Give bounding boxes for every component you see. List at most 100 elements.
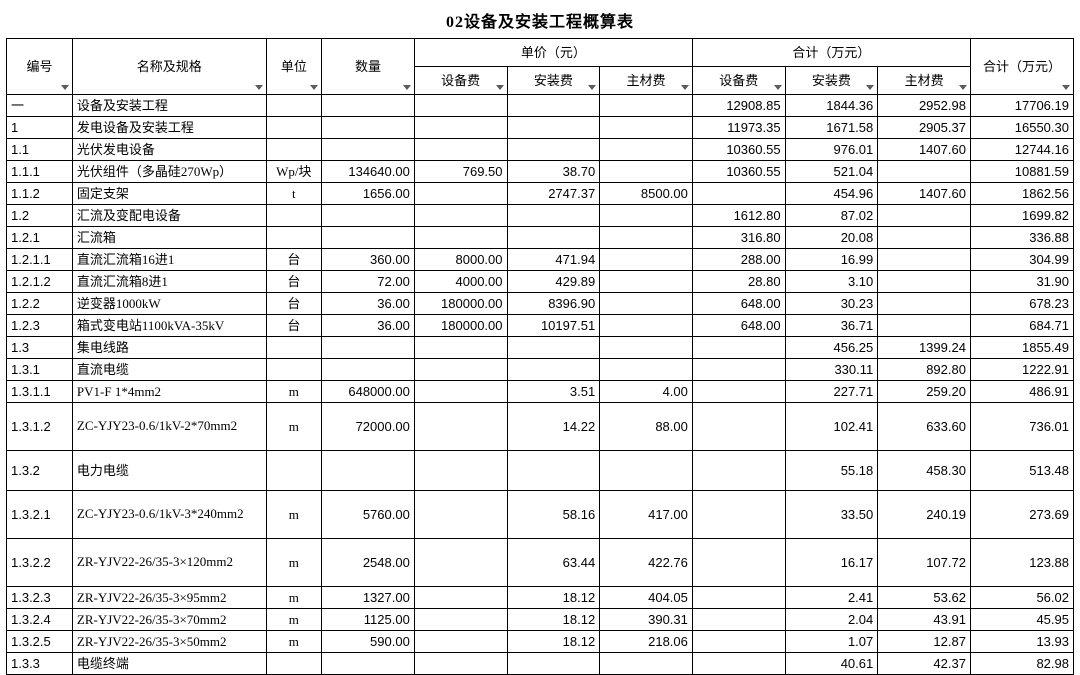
- col-unit[interactable]: 单位: [266, 39, 322, 95]
- col-code[interactable]: 编号: [7, 39, 73, 95]
- table-row: 1.3.2.2ZR-YJV22-26/35-3×120mm2m2548.0063…: [7, 539, 1074, 587]
- cell-up_install: [507, 117, 600, 139]
- cell-t_material: 1407.60: [878, 139, 971, 161]
- cell-up_equip: [414, 183, 507, 205]
- cell-up_material: 8500.00: [600, 183, 693, 205]
- cell-up_equip: 4000.00: [414, 271, 507, 293]
- cell-t_material: 240.19: [878, 491, 971, 539]
- cell-qty: 72000.00: [322, 403, 415, 451]
- cell-unit: m: [266, 491, 322, 539]
- cell-code: 1.3.2.5: [7, 631, 73, 653]
- cell-up_equip: 8000.00: [414, 249, 507, 271]
- cell-up_install: 18.12: [507, 631, 600, 653]
- cell-up_install: 38.70: [507, 161, 600, 183]
- cell-qty: 2548.00: [322, 539, 415, 587]
- table-row: 1.3.1直流电缆330.11892.801222.91: [7, 359, 1074, 381]
- col-up-install[interactable]: 安装费: [507, 67, 600, 95]
- cell-t_install: 40.61: [785, 653, 878, 675]
- cell-t_equip: 12908.85: [692, 95, 785, 117]
- cell-total: 486.91: [970, 381, 1073, 403]
- col-grand-label: 合计（万元）: [983, 59, 1061, 74]
- cell-total: 13.93: [970, 631, 1073, 653]
- dropdown-icon[interactable]: [958, 82, 968, 92]
- cell-up_material: 404.05: [600, 587, 693, 609]
- dropdown-icon[interactable]: [254, 82, 264, 92]
- cell-up_equip: [414, 403, 507, 451]
- cell-qty: 1656.00: [322, 183, 415, 205]
- cell-t_equip: [692, 631, 785, 653]
- col-t-equip[interactable]: 设备费: [692, 67, 785, 95]
- cell-unit: [266, 451, 322, 491]
- col-up-material[interactable]: 主材费: [600, 67, 693, 95]
- dropdown-icon[interactable]: [309, 82, 319, 92]
- cell-total: 1699.82: [970, 205, 1073, 227]
- cell-t_equip: 648.00: [692, 293, 785, 315]
- cell-t_material: 1407.60: [878, 183, 971, 205]
- cell-name: 光伏组件（多晶硅270Wp）: [72, 161, 266, 183]
- dropdown-icon[interactable]: [60, 82, 70, 92]
- cell-name: 光伏发电设备: [72, 139, 266, 161]
- cell-t_equip: 10360.55: [692, 161, 785, 183]
- dropdown-icon[interactable]: [1061, 82, 1071, 92]
- cell-qty: 360.00: [322, 249, 415, 271]
- page: 02设备及安装工程概算表 编号 名称及规格 单位 数量 单价（元） 合计（万元）…: [0, 0, 1080, 675]
- cell-t_install: 20.08: [785, 227, 878, 249]
- cell-up_equip: [414, 587, 507, 609]
- cell-t_equip: [692, 539, 785, 587]
- cell-up_install: 471.94: [507, 249, 600, 271]
- cell-code: 1.3.1.1: [7, 381, 73, 403]
- cell-up_equip: [414, 631, 507, 653]
- cell-name: 汇流及变配电设备: [72, 205, 266, 227]
- cell-up_equip: 180000.00: [414, 315, 507, 337]
- cell-unit: [266, 205, 322, 227]
- cell-up_material: [600, 315, 693, 337]
- cell-up_install: [507, 205, 600, 227]
- table-row: 1.3.1.1PV1-F 1*4mm2m648000.003.514.00227…: [7, 381, 1074, 403]
- cell-t_equip: [692, 183, 785, 205]
- table-row: 1.3.2电力电缆55.18458.30513.48: [7, 451, 1074, 491]
- col-name-label: 名称及规格: [137, 59, 202, 74]
- col-t-material[interactable]: 主材费: [878, 67, 971, 95]
- col-name[interactable]: 名称及规格: [72, 39, 266, 95]
- cell-qty: 72.00: [322, 271, 415, 293]
- dropdown-icon[interactable]: [865, 82, 875, 92]
- cell-unit: m: [266, 381, 322, 403]
- dropdown-icon[interactable]: [495, 82, 505, 92]
- cell-code: 1.3.2: [7, 451, 73, 491]
- cell-qty: 590.00: [322, 631, 415, 653]
- cell-qty: [322, 359, 415, 381]
- col-qty[interactable]: 数量: [322, 39, 415, 95]
- col-t-material-label: 主材费: [905, 73, 944, 88]
- cell-t_install: 16.99: [785, 249, 878, 271]
- cell-unit: 台: [266, 293, 322, 315]
- cell-name: PV1-F 1*4mm2: [72, 381, 266, 403]
- cell-up_install: [507, 337, 600, 359]
- dropdown-icon[interactable]: [680, 82, 690, 92]
- cell-total: 736.01: [970, 403, 1073, 451]
- cell-total: 513.48: [970, 451, 1073, 491]
- cell-up_install: 10197.51: [507, 315, 600, 337]
- col-up-equip[interactable]: 设备费: [414, 67, 507, 95]
- cell-code: 1.2.1.2: [7, 271, 73, 293]
- col-up-equip-label: 设备费: [441, 73, 480, 88]
- cell-t_equip: [692, 403, 785, 451]
- cell-up_install: 63.44: [507, 539, 600, 587]
- col-t-install[interactable]: 安装费: [785, 67, 878, 95]
- cell-up_install: [507, 227, 600, 249]
- cell-t_material: [878, 205, 971, 227]
- cell-t_install: 16.17: [785, 539, 878, 587]
- dropdown-icon[interactable]: [587, 82, 597, 92]
- cell-qty: [322, 205, 415, 227]
- cell-unit: [266, 337, 322, 359]
- cell-up_install: 18.12: [507, 587, 600, 609]
- cell-t_install: 1671.58: [785, 117, 878, 139]
- cell-t_material: 458.30: [878, 451, 971, 491]
- cell-code: 1.3.2.1: [7, 491, 73, 539]
- cell-unit: m: [266, 539, 322, 587]
- cell-name: 直流电缆: [72, 359, 266, 381]
- cell-unit: m: [266, 631, 322, 653]
- col-grand[interactable]: 合计（万元）: [970, 39, 1073, 95]
- cell-t_material: [878, 271, 971, 293]
- dropdown-icon[interactable]: [402, 82, 412, 92]
- dropdown-icon[interactable]: [773, 82, 783, 92]
